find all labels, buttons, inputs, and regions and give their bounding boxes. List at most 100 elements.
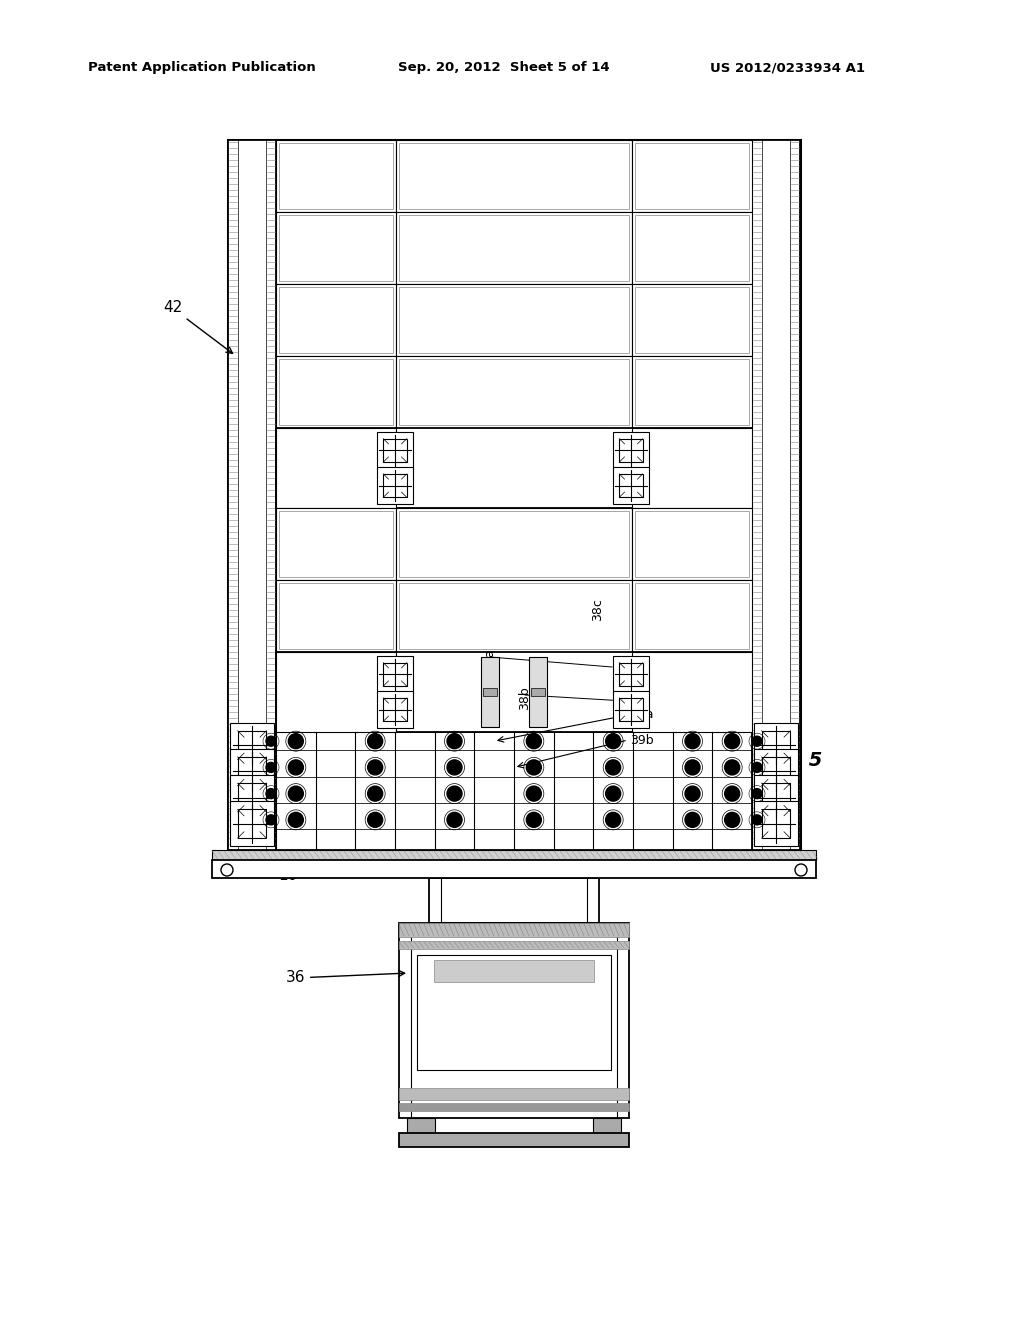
Bar	[399, 923, 629, 1118]
Bar	[383, 663, 407, 686]
Bar	[529, 657, 547, 727]
Circle shape	[526, 760, 542, 775]
Circle shape	[685, 734, 700, 748]
Bar	[754, 723, 799, 767]
Bar	[399, 511, 629, 577]
Text: 38a: 38a	[483, 648, 497, 672]
Circle shape	[725, 734, 739, 748]
Bar	[612, 467, 649, 504]
Circle shape	[752, 737, 762, 746]
Bar	[276, 140, 396, 213]
Bar	[632, 213, 752, 284]
Bar	[383, 474, 407, 498]
Bar	[276, 428, 752, 508]
Bar	[228, 140, 276, 850]
Circle shape	[725, 760, 739, 775]
Bar	[279, 583, 393, 649]
Bar	[396, 140, 632, 213]
Bar	[279, 143, 393, 209]
Bar	[212, 850, 816, 861]
Bar	[377, 656, 414, 693]
Text: FIG. 5: FIG. 5	[758, 751, 822, 770]
Bar	[399, 286, 629, 352]
Circle shape	[685, 787, 700, 801]
Bar	[396, 213, 632, 284]
Circle shape	[368, 787, 383, 801]
Bar	[612, 692, 649, 727]
Circle shape	[289, 812, 303, 828]
Bar	[229, 775, 274, 820]
Bar	[229, 723, 274, 767]
Bar	[279, 286, 393, 352]
Bar	[434, 960, 594, 982]
Bar	[238, 731, 266, 759]
Text: 38c: 38c	[592, 598, 604, 622]
Circle shape	[447, 760, 462, 775]
Bar	[229, 748, 274, 793]
Bar	[276, 579, 396, 652]
Bar	[399, 359, 629, 425]
Bar	[396, 579, 632, 652]
Circle shape	[266, 763, 276, 772]
Circle shape	[266, 737, 276, 746]
Bar	[399, 583, 629, 649]
Bar	[399, 1133, 629, 1147]
Bar	[212, 861, 816, 878]
Bar	[632, 508, 752, 579]
Bar	[229, 801, 274, 846]
Circle shape	[368, 760, 383, 775]
Bar	[276, 356, 396, 428]
Bar	[620, 474, 643, 498]
Circle shape	[752, 814, 762, 825]
Text: Patent Application Publication: Patent Application Publication	[88, 62, 315, 74]
Bar	[754, 775, 799, 820]
Bar	[620, 663, 643, 686]
Text: US 2012/0233934 A1: US 2012/0233934 A1	[710, 62, 865, 74]
Circle shape	[368, 734, 383, 748]
Text: 42: 42	[163, 301, 232, 354]
Bar	[276, 213, 396, 284]
Bar	[228, 140, 800, 850]
Circle shape	[685, 760, 700, 775]
Circle shape	[605, 734, 621, 748]
Circle shape	[368, 812, 383, 828]
Circle shape	[526, 734, 542, 748]
Bar	[399, 1104, 629, 1111]
Bar	[276, 428, 396, 508]
Bar	[635, 286, 749, 352]
Text: 38b: 38b	[518, 686, 531, 710]
Bar	[238, 783, 266, 812]
Bar	[377, 692, 414, 727]
Bar	[762, 756, 791, 785]
Bar	[276, 733, 752, 850]
Bar	[632, 428, 752, 508]
Bar	[276, 508, 396, 579]
Bar	[396, 356, 632, 428]
Circle shape	[289, 787, 303, 801]
Bar	[383, 698, 407, 721]
Bar	[383, 438, 407, 462]
Bar	[754, 748, 799, 793]
Bar	[632, 284, 752, 356]
Bar	[635, 143, 749, 209]
Bar	[632, 140, 752, 213]
Bar	[396, 508, 632, 579]
Circle shape	[725, 812, 739, 828]
Bar	[399, 923, 629, 937]
Circle shape	[752, 763, 762, 772]
Circle shape	[795, 865, 807, 876]
Bar	[635, 511, 749, 577]
Bar	[752, 140, 800, 850]
Bar	[635, 215, 749, 281]
Circle shape	[526, 787, 542, 801]
Circle shape	[447, 734, 462, 748]
Bar	[238, 756, 266, 785]
Bar	[632, 652, 752, 733]
Bar	[754, 801, 799, 846]
Circle shape	[605, 760, 621, 775]
Circle shape	[266, 814, 276, 825]
Bar	[276, 652, 752, 733]
Bar	[635, 583, 749, 649]
Circle shape	[447, 787, 462, 801]
Bar	[399, 1088, 629, 1100]
